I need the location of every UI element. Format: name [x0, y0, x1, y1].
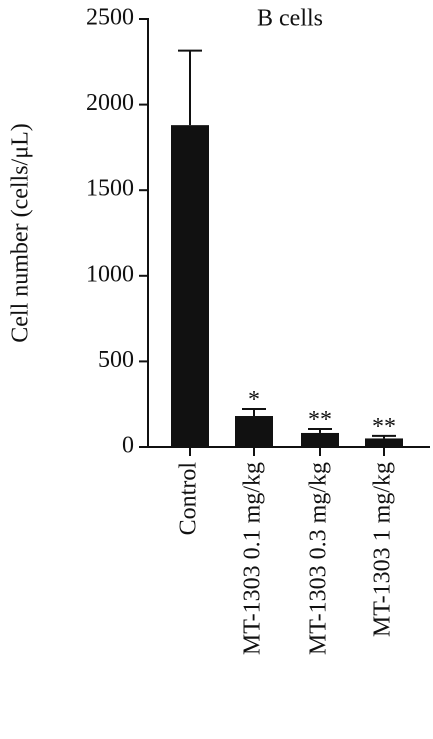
bar — [301, 432, 339, 447]
bar — [235, 416, 273, 447]
significance-label: ** — [308, 407, 332, 433]
y-tick-label: 2500 — [86, 5, 134, 31]
x-tick-label: MT-1303 1 mg/kg — [370, 462, 396, 637]
x-tick-label: Control — [176, 462, 202, 536]
x-tick-label: MT-1303 0.1 mg/kg — [240, 462, 266, 655]
bar — [365, 438, 403, 447]
y-axis-label: Cell number (cells/μL) — [8, 123, 34, 342]
y-tick-label: 1000 — [86, 261, 134, 287]
bar — [171, 125, 209, 448]
y-tick-label: 500 — [98, 347, 134, 373]
chart-title: B cells — [257, 6, 323, 32]
y-tick-label: 2000 — [86, 90, 134, 116]
significance-label: * — [248, 387, 260, 413]
y-tick-label: 1500 — [86, 176, 134, 202]
x-tick-label: MT-1303 0.3 mg/kg — [306, 462, 332, 655]
y-tick-label: 0 — [122, 433, 134, 459]
significance-label: ** — [372, 414, 396, 440]
